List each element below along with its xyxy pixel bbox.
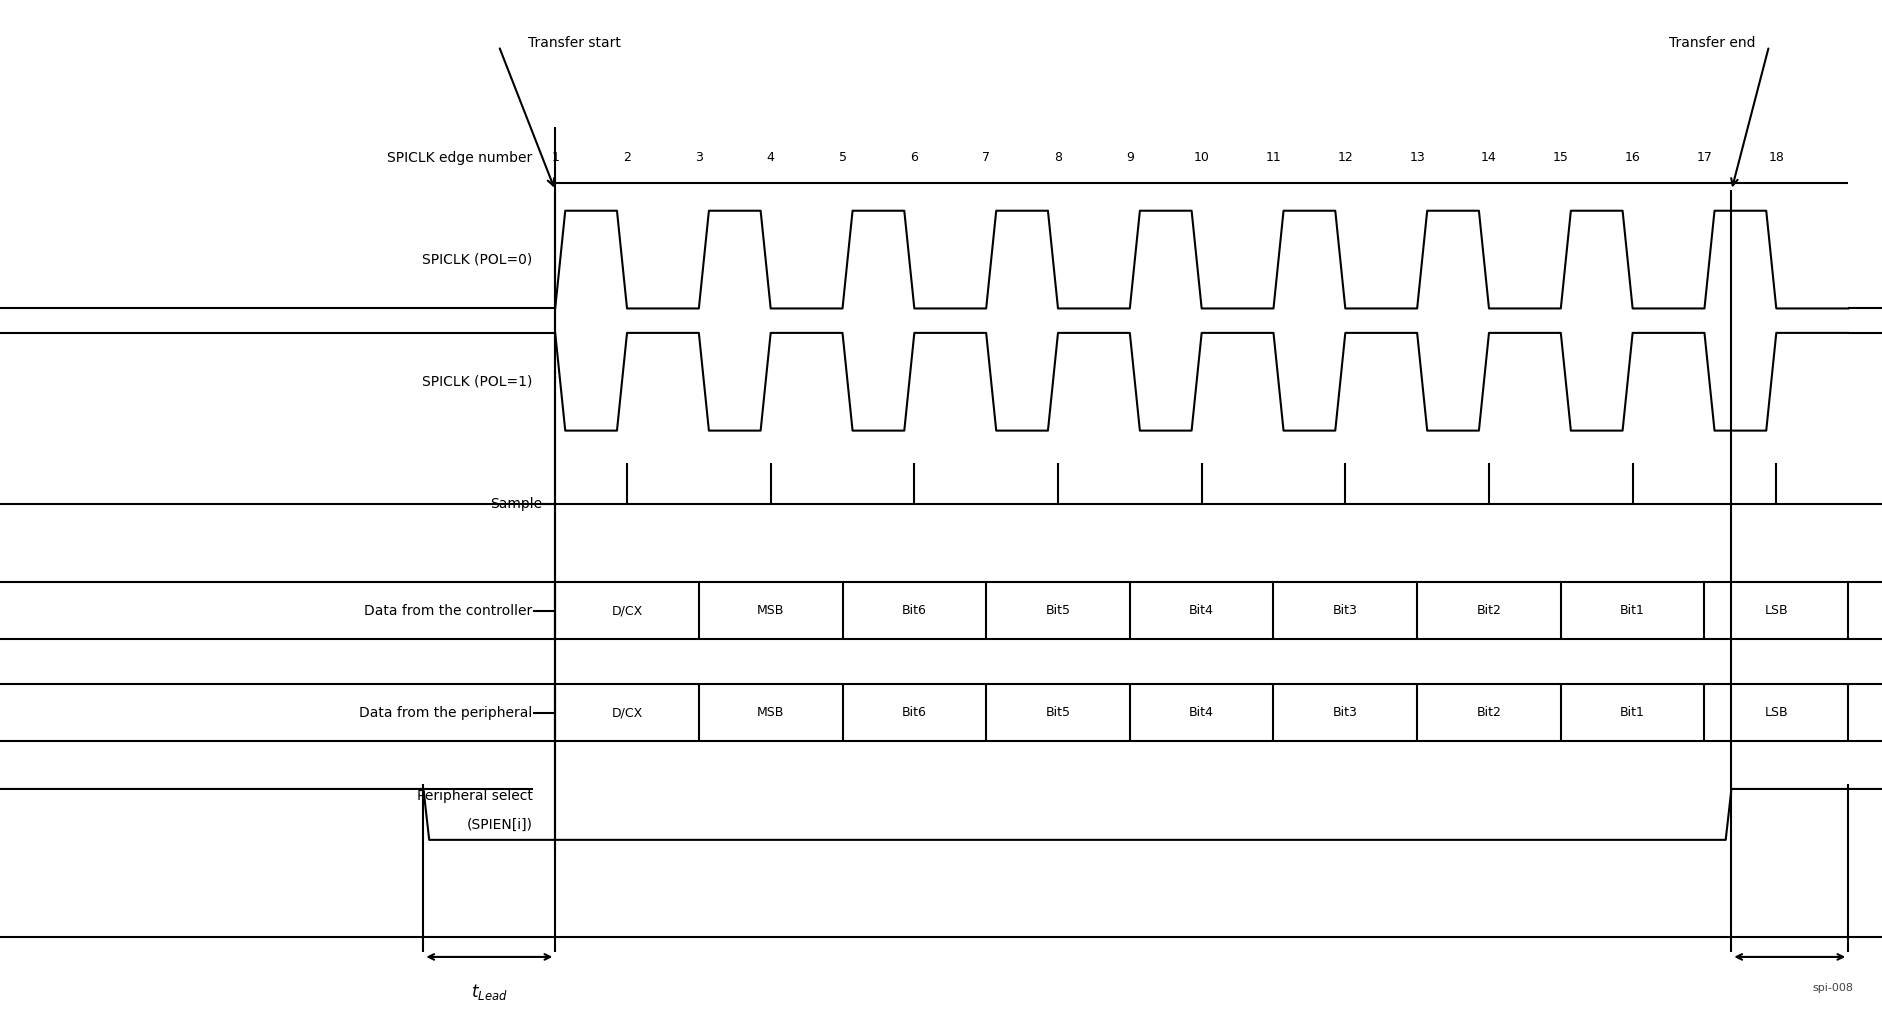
Text: Peripheral select: Peripheral select xyxy=(416,789,533,803)
Text: Data from the peripheral: Data from the peripheral xyxy=(359,705,533,720)
Text: Bit5: Bit5 xyxy=(1046,605,1071,617)
Text: Data from the controller: Data from the controller xyxy=(365,604,533,618)
Text: D/CX: D/CX xyxy=(612,706,642,719)
Text: 10: 10 xyxy=(1193,152,1210,164)
Text: 8: 8 xyxy=(1054,152,1061,164)
Text: Transfer start: Transfer start xyxy=(527,36,621,50)
Text: spi-008: spi-008 xyxy=(1812,982,1854,993)
Text: Bit2: Bit2 xyxy=(1477,605,1502,617)
Text: SPICLK (POL=0): SPICLK (POL=0) xyxy=(422,252,533,267)
Text: Bit4: Bit4 xyxy=(1189,605,1214,617)
Text: MSB: MSB xyxy=(757,605,785,617)
Text: 11: 11 xyxy=(1265,152,1282,164)
Text: 16: 16 xyxy=(1624,152,1641,164)
Text: LSB: LSB xyxy=(1765,605,1788,617)
Text: SPICLK (POL=1): SPICLK (POL=1) xyxy=(422,375,533,389)
Text: 7: 7 xyxy=(982,152,990,164)
Text: 13: 13 xyxy=(1410,152,1425,164)
Text: 5: 5 xyxy=(839,152,847,164)
Text: 12: 12 xyxy=(1338,152,1353,164)
Text: 15: 15 xyxy=(1553,152,1570,164)
Text: Bit6: Bit6 xyxy=(901,605,926,617)
Text: Bit3: Bit3 xyxy=(1332,605,1357,617)
Text: 9: 9 xyxy=(1125,152,1133,164)
Text: D/CX: D/CX xyxy=(612,605,642,617)
Text: Bit5: Bit5 xyxy=(1046,706,1071,719)
Text: $t_{Lead}$: $t_{Lead}$ xyxy=(470,982,508,1003)
Text: Sample: Sample xyxy=(489,497,542,511)
Text: Bit1: Bit1 xyxy=(1620,706,1645,719)
Text: Transfer end: Transfer end xyxy=(1669,36,1756,50)
Text: 17: 17 xyxy=(1696,152,1713,164)
Text: 18: 18 xyxy=(1769,152,1784,164)
Text: Bit1: Bit1 xyxy=(1620,605,1645,617)
Text: 1: 1 xyxy=(551,152,559,164)
Text: Bit6: Bit6 xyxy=(901,706,926,719)
Text: 6: 6 xyxy=(911,152,918,164)
Text: 14: 14 xyxy=(1481,152,1496,164)
Text: SPICLK edge number: SPICLK edge number xyxy=(388,151,533,165)
Text: 3: 3 xyxy=(694,152,702,164)
Text: Bit2: Bit2 xyxy=(1477,706,1502,719)
Text: MSB: MSB xyxy=(757,706,785,719)
Text: Bit4: Bit4 xyxy=(1189,706,1214,719)
Text: LSB: LSB xyxy=(1765,706,1788,719)
Text: 2: 2 xyxy=(623,152,630,164)
Text: 4: 4 xyxy=(766,152,775,164)
Text: Bit3: Bit3 xyxy=(1332,706,1357,719)
Text: (SPIEN[i]): (SPIEN[i]) xyxy=(467,817,533,832)
